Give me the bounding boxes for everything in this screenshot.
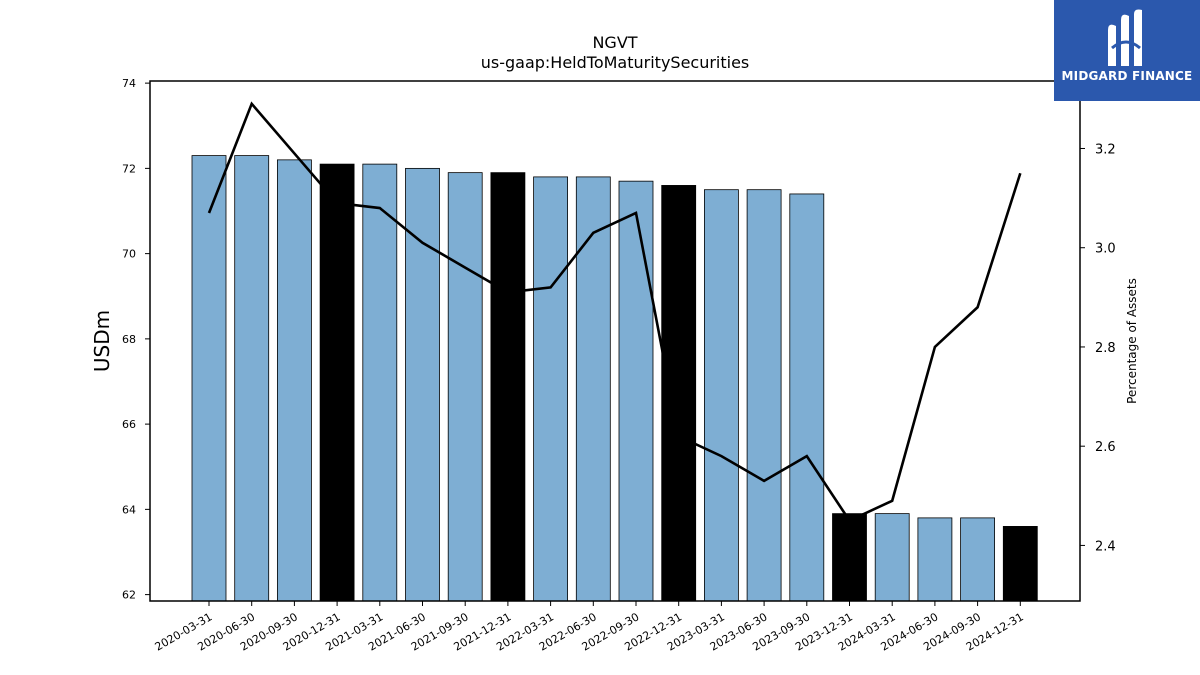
plot-frame xyxy=(149,80,1081,602)
y-tick-label: 72 xyxy=(122,162,136,175)
midgard-logo-icon xyxy=(1108,9,1142,67)
bar-2024-12-31 xyxy=(1002,526,1038,602)
bar-2023-09-30 xyxy=(789,193,825,602)
y-axis-left: 62 64 66 68 70 72 74 xyxy=(122,77,150,602)
bar-2023-06-30 xyxy=(746,189,782,602)
bar-2022-09-30 xyxy=(618,180,654,602)
y2-tick-label: 2.8 xyxy=(1095,341,1116,356)
y2-tick-label: 2.4 xyxy=(1095,539,1116,554)
bar-2023-12-31 xyxy=(832,513,867,602)
chart-subtitle: us-gaap:HeldToMaturitySecurities xyxy=(481,53,750,72)
y-tick-label: 68 xyxy=(122,333,136,346)
y-tick-label: 64 xyxy=(122,503,136,516)
y2-tick-label: 2.6 xyxy=(1095,440,1116,455)
bar-2022-03-31 xyxy=(533,176,568,602)
y-tick-label: 74 xyxy=(122,77,136,90)
bar-2020-06-30 xyxy=(234,155,270,602)
y-axis-label: USDm xyxy=(90,310,114,372)
logo-text: MIDGARD FINANCE xyxy=(1061,69,1193,83)
bar-2022-12-31 xyxy=(661,185,697,602)
y-tick-label: 70 xyxy=(122,248,136,261)
y2-tick-label: 3.0 xyxy=(1095,242,1116,257)
bar-2024-03-31 xyxy=(874,513,910,602)
bar-series xyxy=(191,155,1038,602)
percentage-line xyxy=(207,101,1022,523)
bar-2020-03-31 xyxy=(191,155,227,602)
bar-2021-03-31 xyxy=(362,163,398,602)
y-tick-label: 66 xyxy=(122,418,136,431)
y-axis-right: 2.4 2.6 2.8 3.0 3.2 xyxy=(1080,142,1116,554)
bar-2020-12-31 xyxy=(319,163,355,602)
y2-tick-label: 3.2 xyxy=(1095,142,1116,157)
bar-2023-03-31 xyxy=(704,189,739,602)
bar-2021-12-31 xyxy=(490,172,526,602)
y2-axis-label: Percentage of Assets xyxy=(1125,278,1139,404)
bar-2024-09-30 xyxy=(960,517,995,602)
y-tick-label: 62 xyxy=(122,589,136,602)
midgard-finance-logo: MIDGARD FINANCE xyxy=(1054,0,1200,101)
bar-2024-06-30 xyxy=(917,517,953,602)
bar-2022-06-30 xyxy=(575,176,611,602)
bar-2020-09-30 xyxy=(276,159,312,602)
chart-title: NGVT xyxy=(592,33,637,52)
x-axis: 2020-03-312020-06-302020-09-302020-12-31… xyxy=(153,601,1026,654)
bar-2021-06-30 xyxy=(405,167,440,602)
bar-2021-09-30 xyxy=(447,172,483,602)
